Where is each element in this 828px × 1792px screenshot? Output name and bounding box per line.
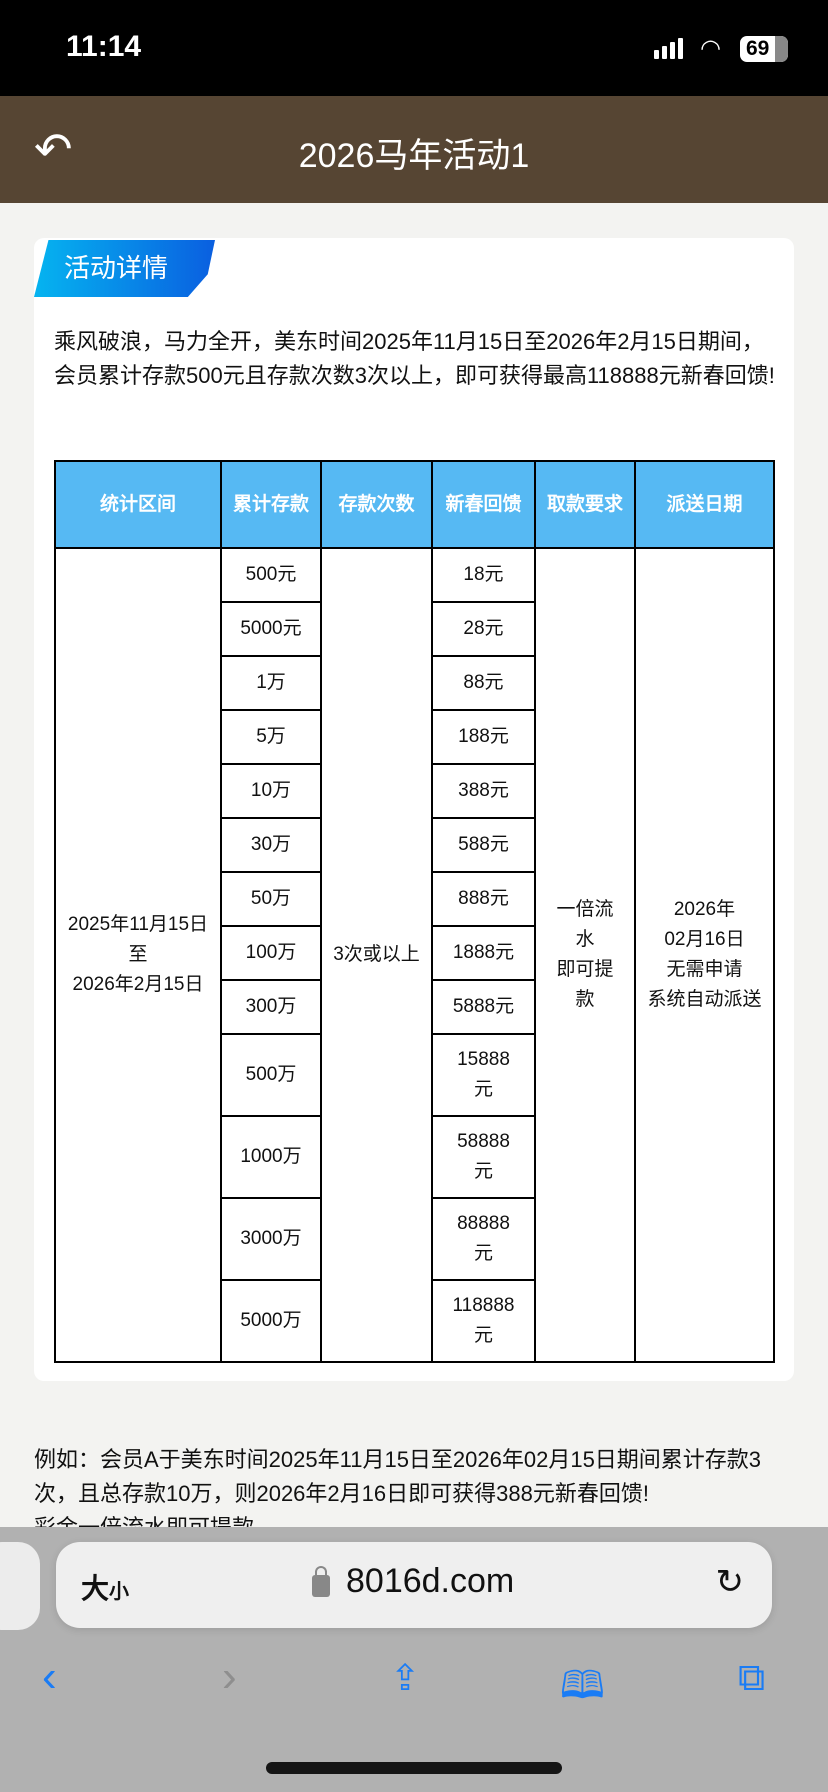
delivery-date-cell: 2026年 02月16日 无需申请 系统自动派送 xyxy=(634,547,775,1363)
reload-icon[interactable]: ↻ xyxy=(715,1563,745,1601)
reward-cell: 15888元 xyxy=(431,1033,536,1117)
column-header: 累计存款 xyxy=(220,460,322,549)
tabs-icon[interactable]: ⧉ xyxy=(738,1657,766,1699)
column-header: 取款要求 xyxy=(534,460,636,549)
address-bar[interactable]: 大小 8016d.com ↻ xyxy=(56,1542,772,1628)
activity-card: 活动详情 乘风破浪，马力全开，美东时间2025年11月15日至2026年2月15… xyxy=(34,238,794,1381)
deposit-cell: 300万 xyxy=(220,979,322,1035)
deposit-cell: 10万 xyxy=(220,763,322,819)
deposit-count-cell: 3次或以上 xyxy=(320,547,433,1363)
reward-cell: 588元 xyxy=(431,817,536,873)
deposit-cell: 100万 xyxy=(220,925,322,981)
deposit-cell: 5000元 xyxy=(220,601,322,657)
table-row: 5000元 28元 xyxy=(55,601,774,657)
reward-cell: 58888元 xyxy=(431,1115,536,1199)
deposit-cell: 5万 xyxy=(220,709,322,765)
reward-cell: 888元 xyxy=(431,871,536,927)
reward-cell: 28元 xyxy=(431,601,536,657)
table-row: 5000万 118888元 xyxy=(55,1279,774,1363)
domain-text: 8016d.com xyxy=(346,1562,515,1600)
column-header: 统计区间 xyxy=(54,460,222,549)
period-cell: 2025年11月15日 至 2026年2月15日 xyxy=(54,547,222,1363)
reward-cell: 18元 xyxy=(431,547,536,603)
home-indicator xyxy=(266,1762,562,1774)
withdraw-requirement-cell: 一倍流水 即可提款 xyxy=(534,547,636,1363)
bookmarks-icon[interactable]: 🕮 xyxy=(560,1665,605,1707)
reward-cell: 388元 xyxy=(431,763,536,819)
status-bar: 11:14 ◠ 69 xyxy=(0,0,828,96)
share-icon[interactable]: ⇪ xyxy=(390,1657,421,1698)
deposit-cell: 500元 xyxy=(220,547,322,603)
deposit-cell: 30万 xyxy=(220,817,322,873)
section-tag: 活动详情 xyxy=(34,240,215,297)
reward-table: 统计区间 累计存款 存款次数 新春回馈 取款要求 派送日期 2025年11月15日 至 2… xyxy=(54,460,775,1363)
table-row: 100万 1888元 xyxy=(55,925,774,981)
wifi-icon: ◠ xyxy=(700,35,721,62)
column-header: 新春回馈 xyxy=(431,460,536,549)
deposit-cell: 500万 xyxy=(220,1033,322,1117)
deposit-cell: 5000万 xyxy=(220,1279,322,1363)
reward-cell: 88元 xyxy=(431,655,536,711)
clock: 11:14 xyxy=(66,30,142,63)
cellular-signal-icon xyxy=(654,38,683,59)
column-header: 派送日期 xyxy=(634,460,775,549)
browser-toolbar: 大小 8016d.com ↻ ‹ › ⇪ 🕮 ⧉ xyxy=(0,1527,828,1792)
battery-icon: 69 xyxy=(740,36,788,62)
reward-cell: 1888元 xyxy=(431,925,536,981)
lock-icon xyxy=(312,1566,330,1597)
table-row: 500万 15888元 xyxy=(55,1033,774,1117)
table-row: 10万 388元 xyxy=(55,763,774,819)
table-row: 5万 188元 xyxy=(55,709,774,765)
back-icon[interactable]: ‹ xyxy=(42,1652,57,1701)
column-header: 存款次数 xyxy=(320,460,433,549)
table-row: 1万 88元 xyxy=(55,655,774,711)
table-row: 30万 588元 xyxy=(55,817,774,873)
battery-level: 69 xyxy=(746,37,770,60)
table-row: 1000万 58888元 xyxy=(55,1115,774,1199)
reward-cell: 5888元 xyxy=(431,979,536,1035)
text-size-large: 大 xyxy=(81,1573,110,1604)
reward-cell: 118888元 xyxy=(431,1279,536,1363)
deposit-cell: 3000万 xyxy=(220,1197,322,1281)
table-row: 2025年11月15日 至 2026年2月15日 500元 3次或以上 18元 一倍流水… xyxy=(54,547,775,1363)
reply-arrow-icon[interactable]: ↶ xyxy=(34,123,73,175)
table-row: 300万 5888元 xyxy=(55,979,774,1035)
intro-text: 乘风破浪，马力全开，美东时间2025年11月15日至2026年2月15日期间，会… xyxy=(54,329,775,388)
reward-cell: 88888元 xyxy=(431,1197,536,1281)
page-header: ↶ 2026马年活动1 xyxy=(0,96,828,203)
table-row: 50万 888元 xyxy=(55,871,774,927)
text-size-button[interactable]: 大小 xyxy=(81,1567,129,1607)
text-size-small: 小 xyxy=(109,1581,130,1603)
reward-cell: 188元 xyxy=(431,709,536,765)
deposit-cell: 1000万 xyxy=(220,1115,322,1199)
deposit-cell: 1万 xyxy=(220,655,322,711)
deposit-cell: 50万 xyxy=(220,871,322,927)
page-title: 2026马年活动1 xyxy=(298,137,530,175)
previous-tab-preview[interactable] xyxy=(0,1542,40,1630)
forward-icon[interactable]: › xyxy=(222,1652,237,1701)
table-row: 3000万 88888元 xyxy=(55,1197,774,1281)
